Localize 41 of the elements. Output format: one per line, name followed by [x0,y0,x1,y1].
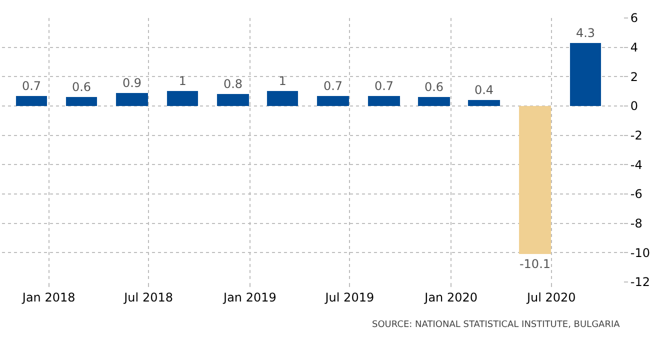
source-note: SOURCE: NATIONAL STATISTICAL INSTITUTE, BULGARIA [372,320,621,330]
y-tick-label: 0 [630,99,638,114]
bar [66,97,97,106]
data-label: 0.9 [122,76,142,90]
data-label: 0.8 [223,77,243,91]
y-tick-label: 2 [630,70,638,84]
bar [570,43,601,106]
data-label: -10.1 [519,257,551,271]
data-label: 1 [178,74,186,88]
y-tick-label: 4 [630,40,638,55]
data-label: 0.7 [22,79,42,93]
y-tick-label: -6 [630,187,642,202]
bar [418,97,450,106]
bar [519,106,551,254]
bar [16,96,47,106]
y-tick-label: -2 [630,128,642,143]
x-tick-label: Jul 2019 [324,290,374,304]
x-tick-label: Jul 2018 [123,290,173,304]
bar [167,91,198,106]
y-tick-label: -4 [630,158,642,172]
data-label: 0.4 [474,83,494,97]
bar [317,96,349,106]
bar [468,100,500,106]
data-label: 0.7 [323,79,343,93]
bar [368,96,400,106]
x-tick-label: Jan 2020 [424,290,478,304]
x-tick-label: Jan 2019 [222,290,276,304]
x-tick-label: Jan 2018 [21,290,76,304]
bar [267,91,298,106]
y-tick-label: -12 [630,275,650,290]
y-tick-label: -8 [630,216,642,231]
data-label: 4.3 [576,26,596,40]
bar [217,94,249,106]
x-tick-label: Jul 2020 [526,290,576,304]
y-tick-label: 6 [630,11,638,26]
bar [116,93,148,106]
data-label: 0.6 [72,80,92,94]
data-label: 0.7 [374,79,394,93]
data-label: 0.6 [424,80,444,94]
y-tick-label: -10 [630,246,650,260]
data-label: 1 [278,74,286,88]
